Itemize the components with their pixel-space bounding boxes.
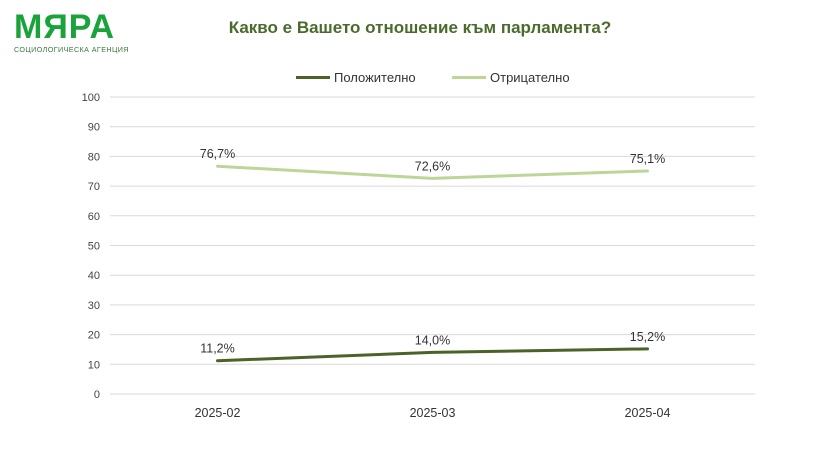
y-tick-label: 40 [88,270,100,282]
brand-logo: МЯРА СОЦИОЛОГИЧЕСКА АГЕНЦИЯ [14,10,129,54]
legend-label-positive: Положително [334,70,416,85]
data-label: 75,1% [630,152,665,166]
brand-name: МЯРА [14,8,116,46]
series-line-0 [216,347,649,363]
legend-item-positive: Положително [296,70,416,85]
y-tick-label: 30 [88,300,100,312]
data-label: 14,0% [415,333,450,347]
legend-swatch-negative [452,76,486,79]
y-tick-label: 0 [94,389,100,401]
x-tick-label: 2025-02 [195,406,241,420]
data-label: 15,2% [630,330,665,344]
chart-legend: Положително Отрицателно [0,70,840,90]
chart-title: Какво е Вашето отношение към парламента? [228,18,612,37]
y-tick-label: 50 [88,241,100,253]
y-tick-label: 10 [88,359,100,371]
y-tick-label: 80 [88,151,100,163]
y-tick-label: 60 [88,211,100,223]
y-tick-label: 90 [88,122,100,134]
y-tick-label: 70 [88,181,100,193]
data-label: 11,2% [200,342,235,356]
x-tick-label: 2025-04 [625,406,671,420]
y-tick-label: 100 [82,92,100,104]
x-tick-label: 2025-03 [410,406,456,420]
legend-item-negative: Отрицателно [452,70,570,85]
data-label: 76,7% [200,147,235,161]
y-tick-label: 20 [88,330,100,342]
legend-label-negative: Отрицателно [490,70,570,85]
legend-swatch-positive [296,76,330,79]
brand-tagline: СОЦИОЛОГИЧЕСКА АГЕНЦИЯ [14,45,129,54]
data-label: 72,6% [415,159,450,173]
